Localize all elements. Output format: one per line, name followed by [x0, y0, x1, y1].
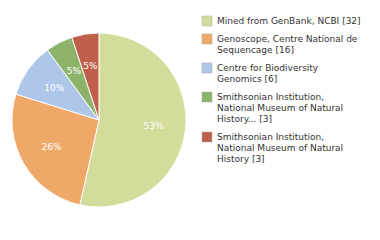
data-label: 5% [67, 66, 82, 76]
pie-slice [72, 33, 99, 120]
legend-swatch [202, 92, 212, 102]
legend-label-line: National Museum of Natural [217, 103, 343, 113]
legend: Mined from GenBank, NCBI [32] Genoscope, … [202, 16, 361, 164]
legend-item: Centre for BiodiversityGenomics [6] [202, 63, 319, 84]
data-label: 53% [143, 121, 163, 131]
legend-swatch [202, 63, 212, 73]
data-label: 5% [83, 61, 98, 71]
legend-label-line: Sequencage [16] [217, 45, 294, 55]
data-label: 26% [42, 142, 62, 152]
legend-swatch [202, 132, 212, 142]
legend-label-line: Genoscope, Centre National de [217, 34, 358, 44]
legend-label: Mined from GenBank, NCBI [32] [217, 16, 361, 26]
legend-label-line: Mined from GenBank, NCBI [32] [217, 16, 361, 26]
legend-label: Genoscope, Centre National deSequencage … [217, 34, 358, 55]
legend-swatch [202, 34, 212, 44]
legend-item: Smithsonian Institution,National Museum … [202, 132, 343, 164]
legend-label-line: History [3] [217, 154, 265, 164]
legend-item: Genoscope, Centre National deSequencage … [202, 34, 358, 55]
legend-label-line: Genomics [6] [217, 74, 277, 84]
legend-label-line: History... [3] [217, 114, 272, 124]
chart: 53%26%10%5%5%Mined from GenBank, NCBI [3… [0, 0, 380, 240]
data-labels: 53%26%10%5%5% [42, 61, 164, 153]
legend-label-line: National Museum of Natural [217, 143, 343, 153]
data-label: 10% [44, 83, 64, 93]
legend-label-line: Smithsonian Institution, [217, 92, 324, 102]
legend-label: Smithsonian Institution,National Museum … [217, 92, 343, 124]
legend-label-line: Smithsonian Institution, [217, 132, 324, 142]
legend-swatch [202, 16, 212, 26]
legend-label: Centre for BiodiversityGenomics [6] [217, 63, 319, 84]
pie [12, 33, 186, 207]
legend-label-line: Centre for Biodiversity [217, 63, 319, 73]
legend-item: Smithsonian Institution,National Museum … [202, 92, 343, 124]
legend-item: Mined from GenBank, NCBI [32] [202, 16, 361, 26]
legend-label: Smithsonian Institution,National Museum … [217, 132, 343, 164]
